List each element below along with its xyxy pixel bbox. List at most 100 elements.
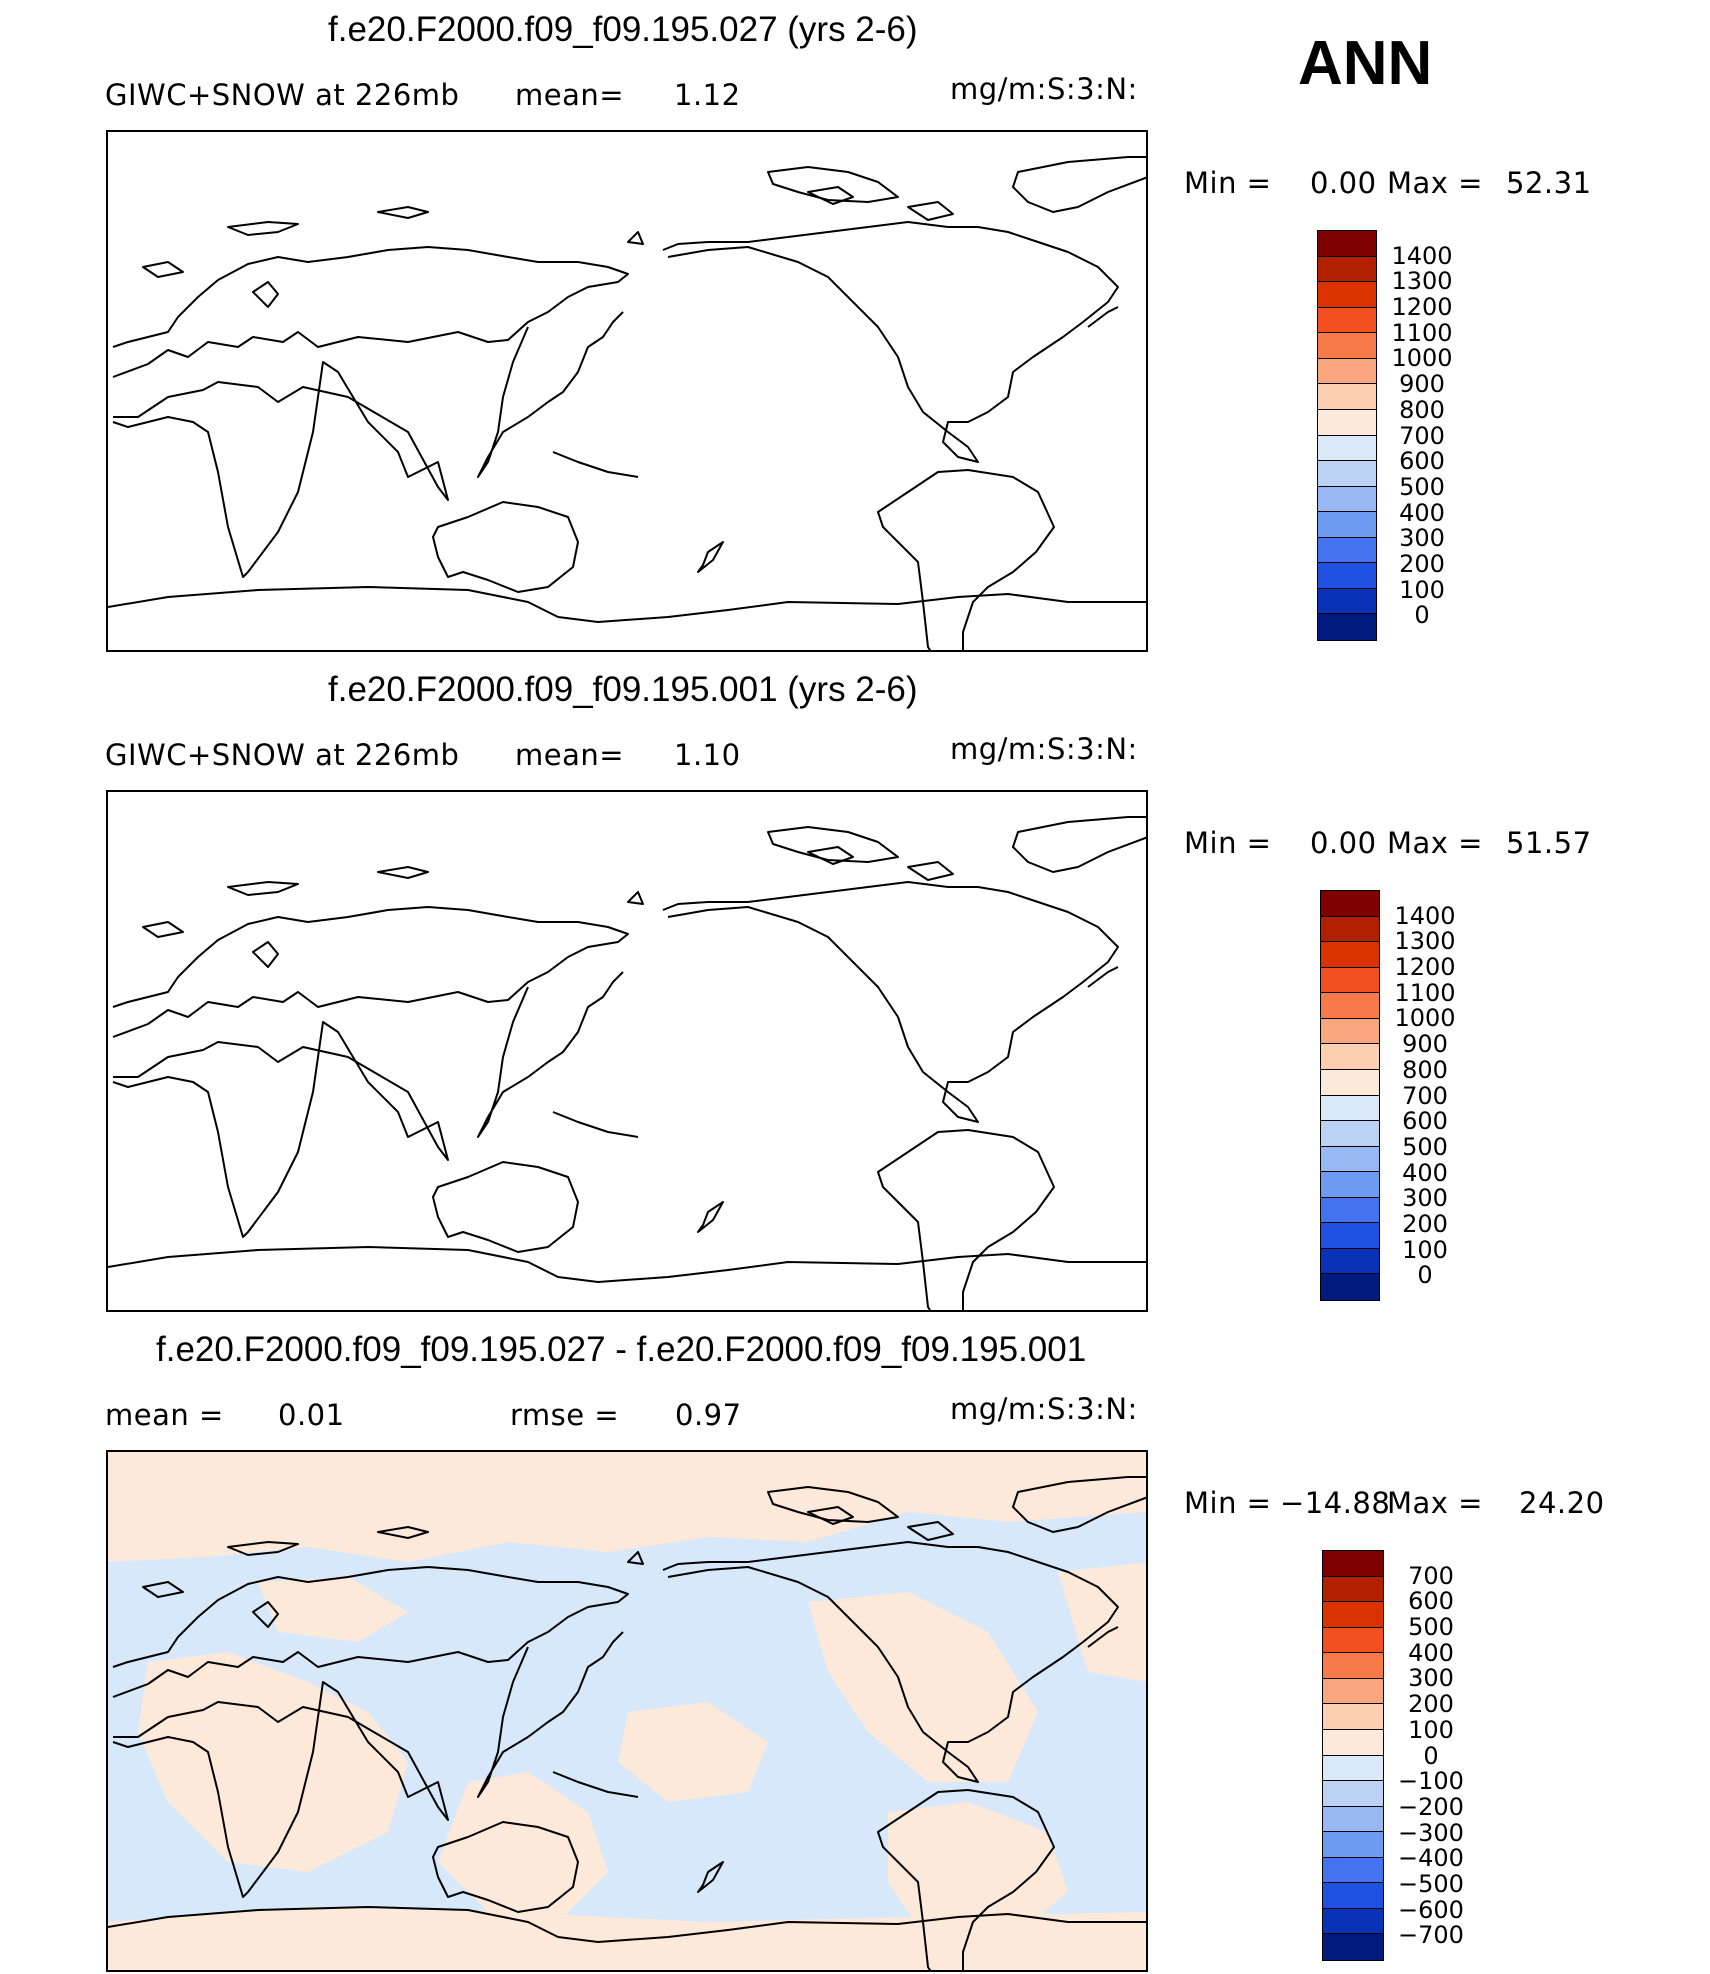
colorbar-segment [1321,1197,1379,1224]
world-map-difference [108,1452,1146,1970]
coastline [877,469,1055,650]
colorbar-label: 1000 [1391,344,1453,373]
units-label: mg/m:S:3:N: [950,732,1138,766]
mean-label: mean = [105,1398,224,1432]
colorbar-label: 300 [1408,1664,1454,1693]
positive-anomaly-region [888,1802,1068,1942]
colorbar-segment [1318,333,1376,359]
colorbar-segment [1318,409,1376,436]
coastline [142,921,184,938]
coastline [627,891,644,905]
coastline [552,1111,639,1138]
max-value: 24.20 [1519,1486,1605,1520]
colorbar-label: −500 [1398,1869,1464,1898]
colorbar-segment [1323,1908,1383,1935]
coastline [252,281,279,308]
coastline [112,1021,449,1238]
colorbar-segment [1321,1146,1379,1173]
colorbar-label: 1400 [1394,901,1456,930]
units-label: mg/m:S:3:N: [950,1392,1138,1426]
variable-label: GIWC+SNOW at 226mb [105,738,460,772]
colorbar-segment [1323,1857,1383,1884]
colorbar-segment [1323,1551,1383,1577]
coastline [252,941,279,968]
colorbar-label: 500 [1408,1613,1454,1642]
colorbar-segment [1321,1172,1379,1198]
min-label: Min = [1184,826,1272,860]
colorbar-label: 0 [1417,1261,1433,1290]
colorbar-label: 1100 [1391,318,1453,347]
coastline [377,866,429,879]
map-plot [106,790,1148,1312]
max-label: Max = [1387,826,1483,860]
coastline [477,311,624,478]
coastline [432,1161,579,1253]
colorbar-segment [1318,512,1376,538]
colorbar-label: 600 [1402,1107,1448,1136]
colorbar-label: 500 [1402,1132,1448,1161]
positive-anomaly-region [108,1452,1146,1562]
colorbar-segment [1318,537,1376,564]
rmse-label: rmse = [510,1398,620,1432]
colorbar-label: 100 [1402,1235,1448,1264]
colorbar-segment [1321,1018,1379,1045]
coastline [907,861,954,881]
coastline [112,361,449,578]
colorbar-segment [1321,891,1379,917]
positive-anomaly-region [138,1652,408,1872]
colorbar-label: −200 [1398,1792,1464,1821]
coastline [477,971,624,1138]
colorbar-labels: 1400 1300 1200 1100 1000 900 800 700 600 500 400 30… [1387,230,1457,641]
colorbar-label: 300 [1399,524,1445,553]
positive-anomaly-region [808,1592,1038,1782]
positive-anomaly-region [258,1577,408,1642]
coastline [697,1201,724,1233]
min-label: Min = [1184,1486,1272,1520]
coastline [1012,816,1146,873]
colorbar-segment [1318,282,1376,308]
map-plot [106,1450,1148,1972]
colorbar-label: 600 [1399,447,1445,476]
colorbar-labels: 700 600 500 400 300 200 100 0 −100 −200 −300 −400 −5… [1396,1550,1466,1961]
colorbar-label: −700 [1398,1921,1464,1950]
min-label: Min = [1184,166,1272,200]
colorbar-label: −600 [1398,1895,1464,1924]
colorbar-label: 1200 [1391,293,1453,322]
colorbar-label: 1100 [1394,978,1456,1007]
colorbar-segment [1321,916,1379,943]
mean-value: 1.12 [674,78,741,112]
coastline [227,881,299,896]
coastline [227,221,299,236]
colorbar-segment [1323,1883,1383,1909]
colorbar-label: 900 [1402,1030,1448,1059]
min-value: −14.88 [1280,1486,1391,1520]
colorbar-segment [1323,1576,1383,1603]
colorbar-label: 800 [1399,395,1445,424]
colorbar-segment [1323,1602,1383,1628]
colorbar-label: 400 [1402,1158,1448,1187]
coastline [662,1541,1119,1783]
world-map [108,816,1146,1310]
coastline [662,881,1119,1123]
coastline [627,231,644,245]
coastline [697,1861,724,1893]
coastline [112,1681,449,1898]
coastline [252,1601,279,1628]
coastline [108,1246,1146,1283]
coastline [112,246,629,378]
colorbar-label: 300 [1402,1184,1448,1213]
max-label: Max = [1387,166,1483,200]
colorbar-label: 200 [1408,1690,1454,1719]
colorbar-segment [1318,384,1376,410]
colorbar-label: 1000 [1394,1004,1456,1033]
max-label: Max = [1387,1486,1483,1520]
colorbar-segment [1318,256,1376,283]
coastline [432,1821,579,1913]
positive-anomaly-region [1058,1562,1146,1682]
colorbar-segment [1318,588,1376,615]
colorbar-label: 400 [1399,498,1445,527]
colorbar-segment [1321,942,1379,968]
mean-label: mean= [515,78,625,112]
coastline [112,1566,629,1698]
coastline [627,1551,644,1565]
